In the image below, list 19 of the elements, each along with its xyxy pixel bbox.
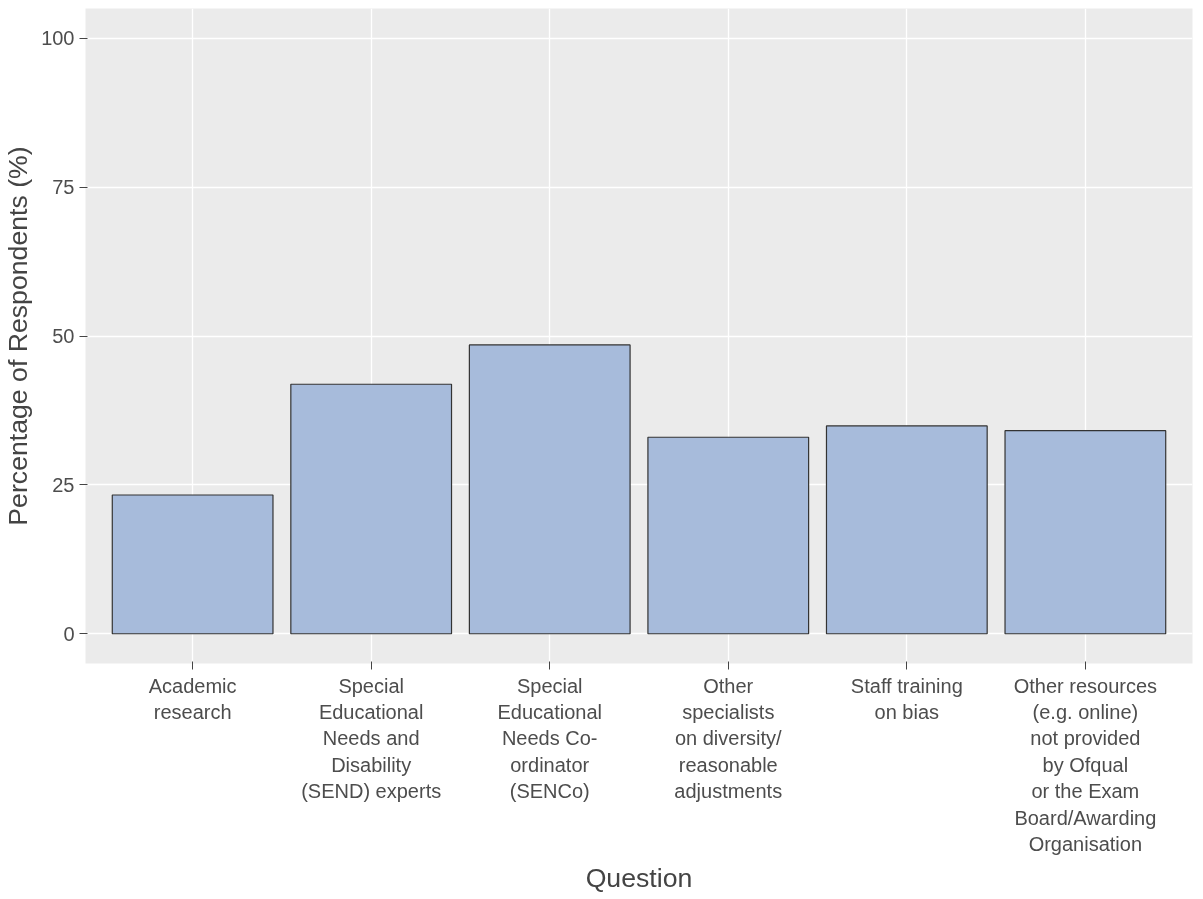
bar [111, 494, 274, 635]
x-tick-label: Academic research [148, 674, 237, 723]
y-tick-label: 75 [52, 176, 75, 199]
bar [1004, 430, 1167, 635]
bar [825, 425, 988, 635]
x-tick-label: Other resources (e.g. online) not provided by Ofqual or the Exam Board/Awarding Organisation [1013, 674, 1158, 855]
x-tick-label: Staff training on bias [850, 674, 963, 723]
y-axis-title: Percentage of Respondents (%) [3, 146, 34, 526]
y-tick-label: 100 [41, 27, 75, 50]
x-tick-label: Special Educational Needs and Disability (SEND) experts [301, 674, 442, 803]
bar [290, 383, 453, 635]
y-tick-label: 25 [52, 473, 75, 496]
y-tick-label: 50 [52, 325, 75, 347]
x-axis-title: Question [585, 862, 693, 893]
bar [468, 344, 631, 635]
y-tick-label: 0 [63, 622, 75, 645]
bar [647, 436, 810, 635]
x-tick-label: Other specialists on diversity/ reasonable adjustments [674, 674, 783, 803]
x-tick-label: Special Educational Needs Co- ordinator (SENCo) [497, 674, 602, 803]
